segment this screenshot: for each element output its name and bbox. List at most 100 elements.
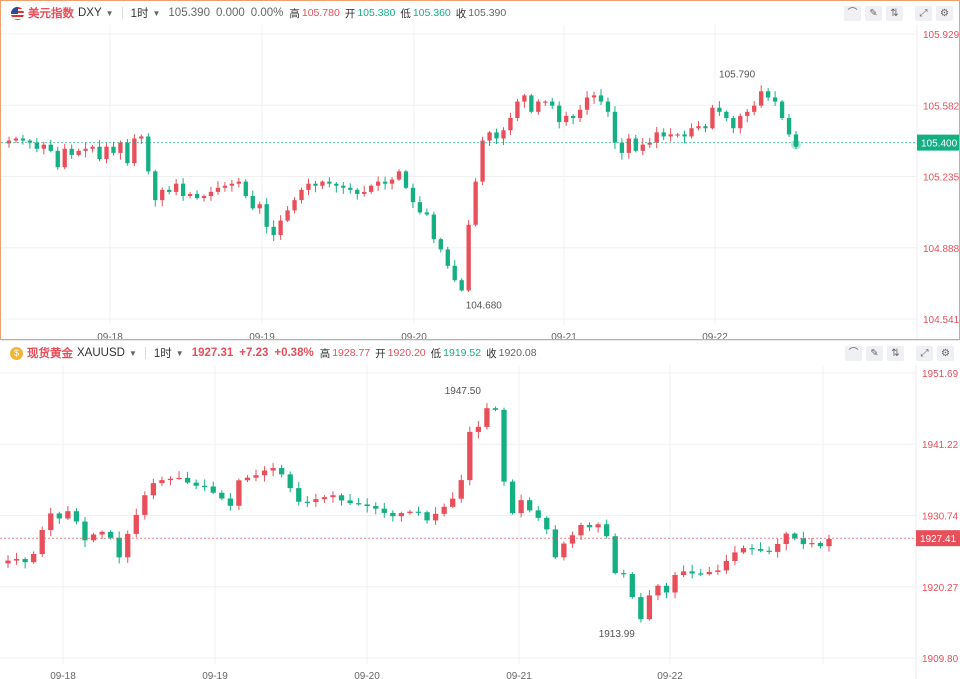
candle-body [492,408,499,410]
candle-body [535,510,541,518]
candle-body [424,212,430,215]
candle-body [146,136,151,172]
candle-body [817,543,824,547]
symbol-dropdown-icon[interactable]: ▼ [105,8,114,18]
candle-body [689,571,695,574]
candle-body [501,409,507,482]
y-tick-label: 1941.22 [922,440,959,451]
candle-body [202,485,208,488]
candle-body [452,265,457,281]
candle-body [732,552,738,561]
xau-candlestick-chart[interactable]: 1951.69 1941.22 1930.74 1920.27 1909.80 09-18… [0,365,960,679]
draw-icon[interactable]: ✎ [866,346,883,361]
candle-body [698,573,704,575]
candle-body [210,486,216,493]
dxy-close: 105.390 [468,7,507,19]
candle-body [509,481,516,514]
candle-body [116,537,122,558]
expand-icon[interactable]: ⤢ [915,6,932,21]
candle-body [793,134,799,145]
candle-body [561,543,567,558]
candle-body [772,97,778,102]
high-annotation: 1947.50 [445,386,482,397]
candle-body [612,536,618,574]
dxy-header: 美元指数 DXY ▼ 1时 ▼ 105.390 0.000 0.00% 高 105… [1,1,959,25]
candle-body [826,538,832,547]
candle-body [304,501,310,503]
candle-body [244,477,251,481]
candle-body [605,101,611,112]
candle-body [369,185,374,192]
candle-body [432,513,439,521]
y-tick-label: 1909.80 [922,654,959,665]
dxy-candlestick-chart[interactable]: 105.929 105.582 105.235 104.888 104.541 09-18… [1,25,959,339]
compare-icon[interactable]: ⇅ [886,6,903,21]
candle-body [125,533,131,558]
xau-high: 1928.77 [332,347,371,359]
settings-icon[interactable]: ⚙ [936,6,953,21]
candle-body [321,497,328,500]
xau-price: 1927.31 [191,347,234,359]
candle-body [529,95,534,112]
candle-body [459,280,464,291]
candle-body [783,533,789,544]
candle-body [99,531,105,535]
dxy-code[interactable]: DXY [78,7,102,19]
dxy-name[interactable]: 美元指数 [28,8,74,20]
candle-body [441,506,447,514]
candle-body [355,503,362,505]
interval-select[interactable]: 1时 [153,348,172,360]
xau-name[interactable]: 现货黄金 [27,348,73,360]
xau-change-pct: +0.38% [274,347,314,359]
indicator-icon[interactable]: ⌒ [844,6,861,21]
candle-body [766,550,772,552]
candle-body [327,181,332,184]
candle-body [13,559,20,561]
last-price-tag [916,530,960,547]
candle-body [578,524,584,536]
y-tick-label: 1951.69 [922,369,959,380]
candle-body [48,144,53,151]
draw-icon[interactable]: ✎ [865,6,882,21]
candle-body [612,111,618,143]
candle-body [193,482,199,486]
candle-body [150,483,157,496]
candle-body [569,535,576,544]
y-tick-label: 105.582 [923,101,959,112]
candle-body [646,595,653,620]
candle-body [330,495,336,498]
candle-body [458,480,464,499]
candle-body [619,142,625,153]
candle-body [415,511,422,513]
candle-body [543,101,548,103]
candle-body [745,111,750,116]
candle-body [222,185,228,188]
candle-body [779,101,785,118]
x-tick-label: 09-19 [202,671,228,679]
candle-body [738,115,743,129]
x-tick-label: 09-22 [702,332,728,339]
indicator-icon[interactable]: ⌒ [845,346,862,361]
interval-dropdown-icon[interactable]: ▼ [152,8,161,18]
candle-body [355,189,360,194]
candle-body [279,468,285,475]
xau-code[interactable]: XAUUSD [77,347,125,359]
interval-select[interactable]: 1时 [130,8,149,20]
candle-body [706,571,712,575]
expand-icon[interactable]: ⤢ [916,346,933,361]
last-price-label: 105.400 [921,139,958,150]
candle-body [257,204,262,209]
candle-body [20,138,26,141]
dxy-low: 105.360 [412,7,451,19]
candle-body [431,214,436,240]
candle-body [187,193,193,197]
symbol-dropdown-icon[interactable]: ▼ [128,348,137,358]
candle-body [603,524,610,537]
settings-icon[interactable]: ⚙ [937,346,954,361]
compare-icon[interactable]: ⇅ [887,346,904,361]
candle-body [167,189,172,192]
candle-body [167,478,174,481]
candle-body [285,210,290,221]
interval-dropdown-icon[interactable]: ▼ [175,348,184,358]
candle-body [215,187,221,192]
